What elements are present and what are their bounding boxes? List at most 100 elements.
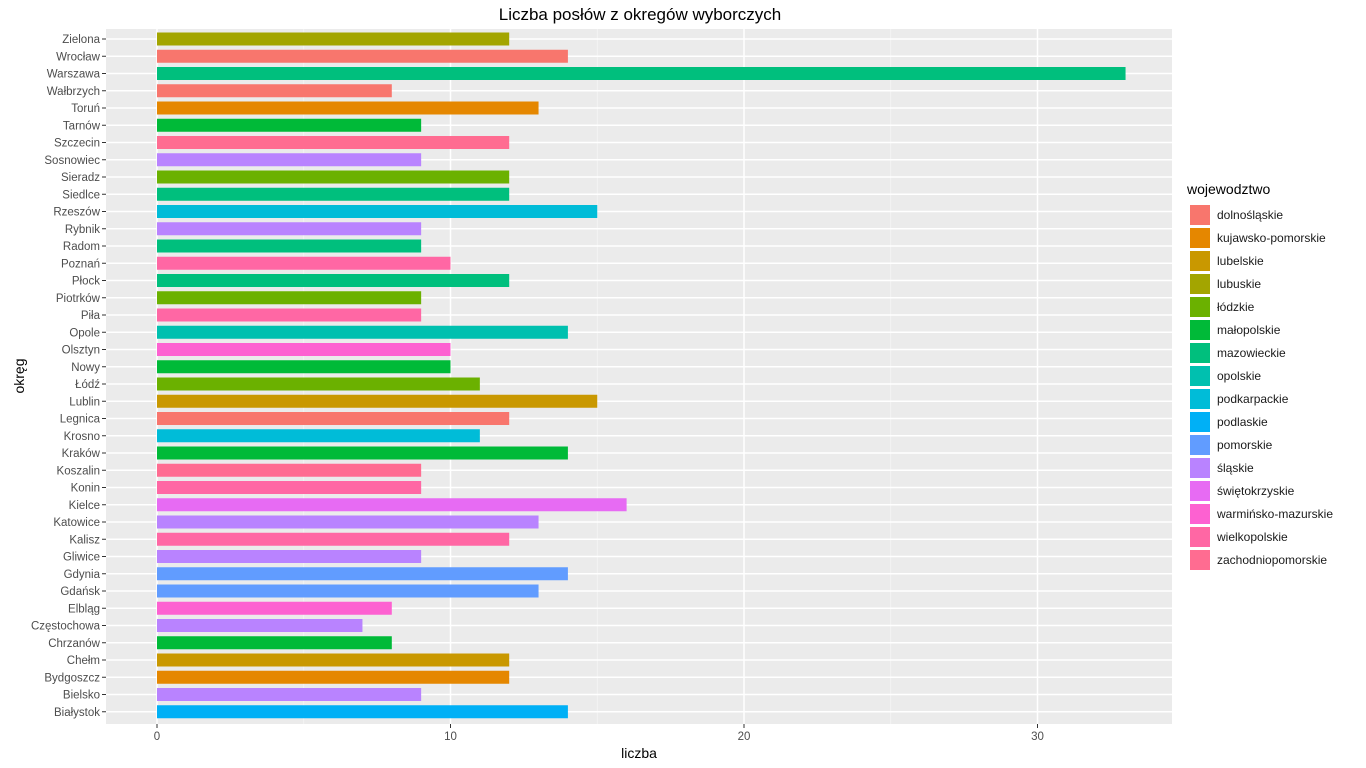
legend-label: lubelskie	[1217, 253, 1264, 268]
legend-item: lubelskie	[1188, 249, 1333, 272]
y-tick-label: Opole	[69, 327, 100, 339]
y-tick-label: Toruń	[71, 103, 100, 115]
bar-Koszalin	[157, 463, 422, 477]
bar-Konin	[157, 481, 422, 494]
bar-Krosno	[157, 429, 480, 443]
legend-label: małopolskie	[1217, 322, 1281, 337]
legend-label: łódzkie	[1217, 299, 1255, 314]
y-tick-label: Sieradz	[61, 172, 100, 184]
bar-Rybnik	[157, 222, 422, 236]
bar-Piła	[157, 308, 422, 322]
x-axis-title: liczba	[621, 745, 657, 761]
y-tick-label: Poznań	[61, 258, 100, 270]
y-tick-label: Konin	[71, 483, 100, 495]
bar-Lublin	[157, 394, 598, 408]
y-tick-label: Radom	[63, 241, 100, 253]
y-tick-label: Kielce	[69, 500, 100, 512]
y-axis-title: okręg	[11, 358, 27, 393]
legend-swatch	[1190, 504, 1210, 525]
y-tick-label: Białystok	[54, 707, 100, 719]
bar-Poznań	[157, 256, 451, 270]
bar-Kielce	[157, 498, 627, 512]
legend-item: kujawsko-pomorskie	[1188, 226, 1333, 249]
y-tick-label: Szczecin	[54, 138, 100, 150]
legend-swatch	[1190, 319, 1210, 340]
y-tick-label: Olsztyn	[62, 345, 100, 357]
legend-swatch	[1190, 250, 1210, 271]
legend-item: śląskie	[1188, 457, 1333, 480]
legend-label: zachodniopomorskie	[1217, 553, 1328, 568]
bar-Wrocław	[157, 49, 568, 63]
bar-Łódź	[157, 377, 480, 391]
bar-Katowice	[157, 515, 539, 529]
bar-Bydgoszcz	[157, 670, 510, 684]
y-tick-label: Lublin	[69, 396, 100, 408]
bar-Tarnów	[157, 118, 422, 132]
legend-swatch	[1190, 365, 1210, 386]
legend-items: dolnośląskie kujawsko-pomorskie lubelskie l…	[1188, 203, 1333, 572]
legend-item: opolskie	[1188, 364, 1333, 387]
legend-item: lubuskie	[1188, 272, 1333, 295]
legend-label: śląskie	[1217, 461, 1254, 476]
legend-swatch	[1190, 434, 1210, 455]
y-tick-label: Gliwice	[63, 552, 100, 564]
legend-swatch	[1190, 342, 1210, 363]
y-tick-label: Piotrków	[56, 293, 101, 305]
legend-item: podkarpackie	[1188, 387, 1333, 410]
legend-item: dolnośląskie	[1188, 203, 1333, 226]
y-tick-label: Tarnów	[63, 120, 101, 132]
bar-Bielsko	[157, 688, 422, 701]
legend-label: lubuskie	[1217, 276, 1262, 291]
y-tick-label: Chełm	[67, 655, 100, 667]
legend-swatch	[1190, 411, 1210, 432]
bar-Toruń	[157, 101, 539, 115]
bar-Sosnowiec	[157, 153, 422, 167]
bar-Nowy	[157, 360, 451, 374]
legend-item: podlaskie	[1188, 410, 1333, 433]
legend-label: podlaskie	[1217, 414, 1268, 429]
bar-Chełm	[157, 653, 510, 667]
legend-label: podkarpackie	[1217, 391, 1289, 406]
y-tick-label: Kalisz	[69, 534, 100, 546]
bar-Olsztyn	[157, 343, 451, 356]
legend-item: małopolskie	[1188, 318, 1333, 341]
bar-Gliwice	[157, 550, 422, 563]
legend-item: mazowieckie	[1188, 341, 1333, 364]
y-tick-label: Siedlce	[62, 189, 100, 201]
bar-Wałbrzych	[157, 84, 392, 98]
bar-Piotrków	[157, 291, 422, 305]
legend-item: łódzkie	[1188, 295, 1333, 318]
y-tick-label: Łódź	[75, 379, 100, 391]
chart-title: Liczba posłów z okregów wyborczych	[498, 5, 782, 24]
legend-swatch	[1190, 227, 1210, 248]
bar-Szczecin	[157, 136, 510, 149]
bar-Białystok	[157, 705, 568, 719]
legend-item: warmińsko-mazurskie	[1188, 503, 1333, 526]
y-tick-label: Częstochowa	[31, 621, 101, 633]
legend-label: kujawsko-pomorskie	[1217, 230, 1326, 245]
bar-Legnica	[157, 412, 510, 425]
bar-Elbląg	[157, 601, 392, 615]
legend-swatch	[1190, 388, 1210, 409]
legend-item: świętokrzyskie	[1188, 480, 1333, 503]
legend-label: świętokrzyskie	[1217, 484, 1295, 499]
y-tick-label: Bielsko	[63, 690, 100, 702]
y-tick-label: Chrzanów	[48, 638, 100, 650]
y-tick-label: Krosno	[64, 431, 100, 443]
bars	[157, 32, 1126, 719]
y-tick-label: Warszawa	[47, 69, 101, 81]
y-tick-label: Koszalin	[57, 465, 100, 477]
bar-Siedlce	[157, 187, 510, 201]
y-tick-label: Legnica	[60, 414, 101, 426]
y-tick-label: Bydgoszcz	[44, 672, 100, 684]
legend-swatch	[1190, 550, 1210, 571]
legend-label: mazowieckie	[1217, 345, 1286, 360]
bar-Częstochowa	[157, 619, 363, 632]
y-tick-label: Elbląg	[68, 603, 100, 615]
bar-Płock	[157, 274, 510, 287]
legend-label: wielkopolskie	[1217, 530, 1288, 545]
bar-Rzeszów	[157, 205, 598, 218]
bar-Gdańsk	[157, 584, 539, 598]
legend-item: wielkopolskie	[1188, 526, 1333, 549]
